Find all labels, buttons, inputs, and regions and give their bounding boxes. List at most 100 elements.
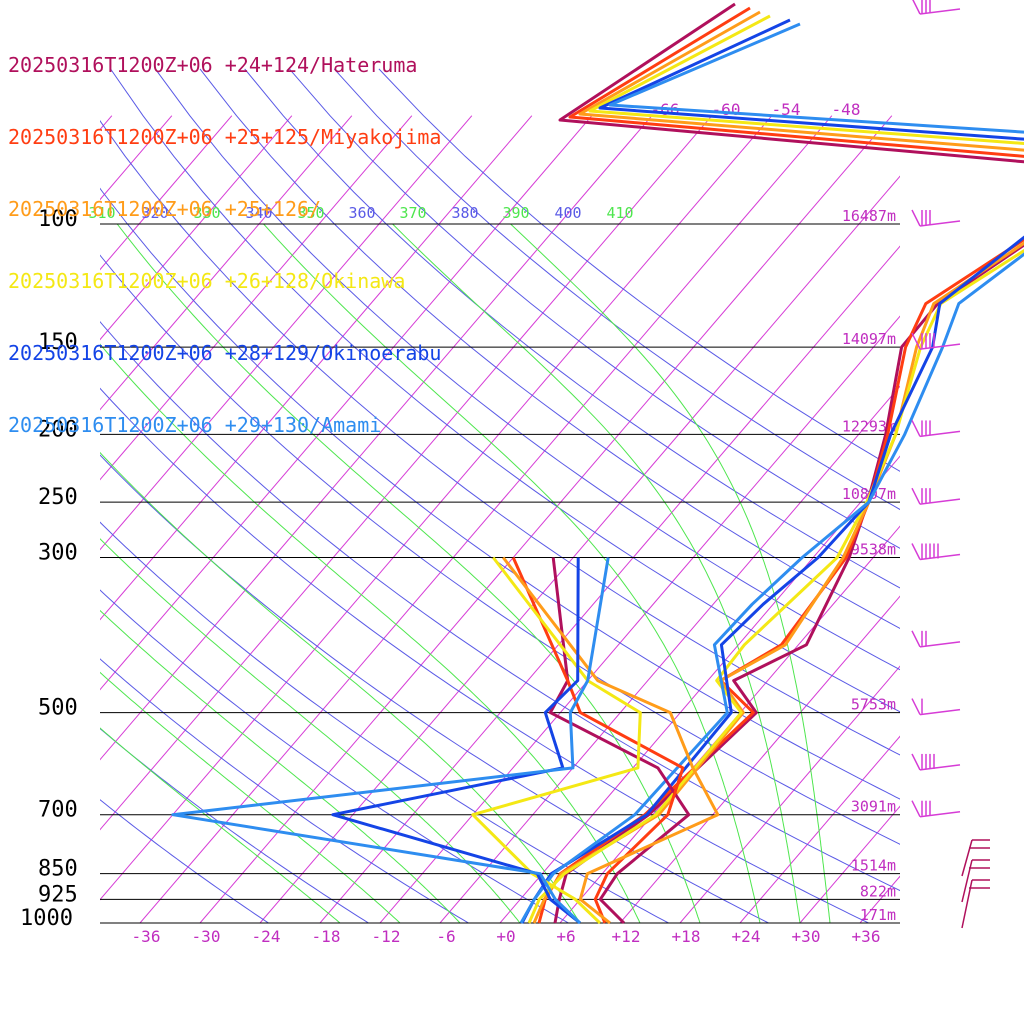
isotherm-line: [439, 385, 900, 923]
height-label: 171m: [860, 906, 896, 924]
isotherm-line: [679, 665, 900, 923]
mixing-ratio-label: -48: [832, 100, 861, 119]
surface-barb-staff: [961, 859, 973, 903]
wind-barb-staff: [911, 753, 921, 771]
pressure-label: 150: [38, 330, 78, 355]
pressure-label: 500: [38, 696, 78, 721]
height-label: 3091m: [851, 798, 896, 816]
height-label: 1514m: [851, 857, 896, 875]
theta-label: 360: [348, 204, 375, 222]
isotherm-line: [100, 115, 353, 411]
theta-label: 380: [451, 204, 478, 222]
height-label: 5753m: [851, 696, 896, 714]
temperature-tick-label: -18: [312, 927, 341, 946]
wind-barb-staff: [911, 487, 921, 505]
height-label: 14097m: [842, 330, 896, 348]
dry-adiabat-line: [100, 454, 769, 923]
wind-barb-shaft: [919, 220, 961, 227]
temperature-tick-label: +0: [496, 927, 515, 946]
temperature-tick-label: -36: [132, 927, 161, 946]
isotherm-line: [619, 595, 900, 923]
isotherm-line: [100, 115, 593, 691]
dry-adiabat-line: [100, 120, 900, 756]
isotherm-line: [920, 116, 1024, 923]
temperature-tick-label: +18: [672, 927, 701, 946]
temperature-profile-line: [519, 252, 1024, 924]
height-label: 9538m: [851, 541, 896, 559]
temperature-profile-line: [537, 237, 1024, 924]
legend-entry-3: 20250316T1200Z+06 +26+128/Okinawa: [8, 269, 406, 293]
theta-label: 350: [297, 204, 324, 222]
wind-barb-shaft: [919, 641, 961, 648]
dry-adiabat-line: [333, 68, 900, 511]
upper-profile-line: [568, 6, 1024, 158]
plot-area: [100, 68, 1024, 923]
theta-label: 370: [399, 204, 426, 222]
upper-profile-line: [608, 22, 1024, 134]
surface-barb-staff: [961, 839, 973, 877]
isotherm-line: [739, 735, 900, 923]
isotherm-line: [499, 455, 900, 923]
pressure-label: 100: [38, 207, 78, 232]
temperature-tick-label: +36: [852, 927, 881, 946]
isotherm-line: [100, 115, 293, 341]
wind-barb-staff: [911, 800, 921, 818]
dry-adiabat-line: [100, 589, 569, 923]
theta-label: 340: [245, 204, 272, 222]
temperature-profile-line: [553, 243, 1024, 924]
pressure-label: 250: [38, 485, 78, 510]
isotherm-line: [100, 115, 773, 901]
wind-barb-staff: [911, 630, 921, 648]
legend-entry-4: 20250316T1200Z+06 +28+129/Okinoerabu: [8, 341, 442, 365]
pressure-label: 1000: [20, 906, 73, 931]
height-label: 12293m: [842, 417, 896, 435]
pressure-label: 925: [38, 882, 78, 907]
temperature-tick-label: -30: [192, 927, 221, 946]
surface-barb-staff: [961, 879, 973, 929]
isotherm-line: [559, 525, 900, 923]
dewpoint-profile-line: [171, 557, 610, 925]
isotherm-line: [100, 115, 533, 621]
height-label: 822m: [860, 882, 896, 900]
theta-label: 310: [88, 204, 115, 222]
dry-adiabat-line: [289, 68, 900, 549]
theta-label: 320: [141, 204, 168, 222]
dewpoint-profile-line: [471, 556, 642, 925]
dry-adiabat-line: [110, 68, 900, 713]
upper-profile-line: [558, 2, 1024, 164]
wind-barb-shaft: [919, 764, 961, 771]
mixing-ratio-label: -54: [772, 100, 801, 119]
dry-adiabat-line: [100, 320, 900, 892]
isotherm-line: [100, 115, 653, 761]
height-label: 16487m: [842, 207, 896, 225]
wind-barb-shaft: [919, 343, 961, 350]
dry-adiabat-line: [100, 387, 869, 923]
dewpoint-profile-line: [331, 557, 581, 925]
wind-barb-shaft: [919, 708, 961, 716]
wind-barb-staff: [911, 698, 921, 715]
isotherm-line: [980, 116, 1024, 923]
wind-barb-staff: [911, 209, 921, 227]
pressure-label: 850: [38, 857, 78, 882]
upper-profile-line: [578, 10, 1024, 152]
isotherm-line: [319, 245, 900, 923]
theta-label: 400: [554, 204, 581, 222]
moist-adiabat-line: [100, 671, 401, 923]
dewpoint-profile-line: [502, 556, 720, 925]
isotherm-line: [199, 115, 893, 923]
moist-adiabat-line: [100, 538, 521, 923]
dewpoint-profile-line: [511, 556, 685, 924]
temperature-tick-label: -24: [252, 927, 281, 946]
isotherm-line: [100, 115, 713, 831]
pressure-label: 200: [38, 417, 78, 442]
wind-barb-shaft: [919, 430, 961, 438]
dry-adiabat-line: [100, 658, 469, 923]
temperature-tick-label: -12: [372, 927, 401, 946]
theta-label: 330: [193, 204, 220, 222]
dry-adiabat-line: [100, 254, 900, 845]
temperature-tick-label: +30: [792, 927, 821, 946]
dry-adiabat-line: [100, 187, 900, 800]
dewpoint-profile-line: [548, 557, 691, 925]
temperature-profile-line: [532, 241, 1024, 924]
theta-label: 410: [606, 204, 633, 222]
